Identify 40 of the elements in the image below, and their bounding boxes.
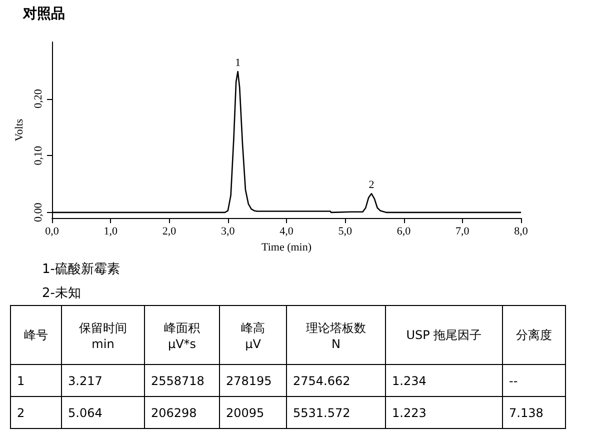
text: 7.138 [502, 396, 566, 428]
y-tick-label: 0,10 [32, 145, 44, 166]
text: 2-未知 [42, 285, 82, 303]
text: 2 [10, 396, 62, 428]
annotation: 1 [235, 57, 241, 70]
x-tick-label: 1,0 [104, 226, 118, 238]
chart-title: 对照品 [22, 6, 65, 22]
text: 分离度 [502, 306, 566, 364]
x-tick-label: 8,0 [514, 226, 528, 238]
x-tick-label: 5,0 [338, 226, 352, 238]
text: 5531.572 [286, 396, 386, 428]
text: 保留时间 min [62, 306, 144, 364]
text: 理论塔板数 N [286, 306, 386, 364]
text: 206298 [144, 396, 220, 428]
text: 278195 [220, 364, 286, 396]
x-tick-label: 3,0 [221, 226, 236, 238]
text: 1.223 [386, 396, 502, 428]
x-tick-label: 6,0 [396, 226, 412, 238]
text: 3.217 [62, 364, 144, 396]
text: 2558718 [144, 364, 220, 396]
text: USP 拖尾因子 [386, 306, 502, 364]
text: -- [502, 364, 566, 396]
x-tick-label: 2,0 [162, 226, 177, 238]
text: 2754.662 [286, 364, 386, 396]
y-axis-title: Volts [14, 118, 26, 142]
y-tick-label: 0,20 [32, 88, 44, 108]
x-tick-label: 4,0 [280, 226, 294, 238]
text: 1.234 [386, 364, 502, 396]
x-tick-label: 0,0 [45, 226, 60, 238]
text: 峰面积 μV*s [144, 306, 220, 364]
x-axis-title: Time (min) [261, 242, 312, 254]
text: 5.064 [62, 396, 144, 428]
text: 1 [10, 364, 62, 396]
annotation: 2 [368, 179, 374, 192]
text: 峰高 μV [220, 306, 286, 364]
text: 1-硫酸新霉素 [42, 261, 120, 279]
x-tick-label: 7,0 [456, 226, 470, 238]
text: 20095 [220, 396, 286, 428]
y-tick-label: 0,00 [32, 202, 44, 222]
text: 峰号 [10, 306, 62, 364]
